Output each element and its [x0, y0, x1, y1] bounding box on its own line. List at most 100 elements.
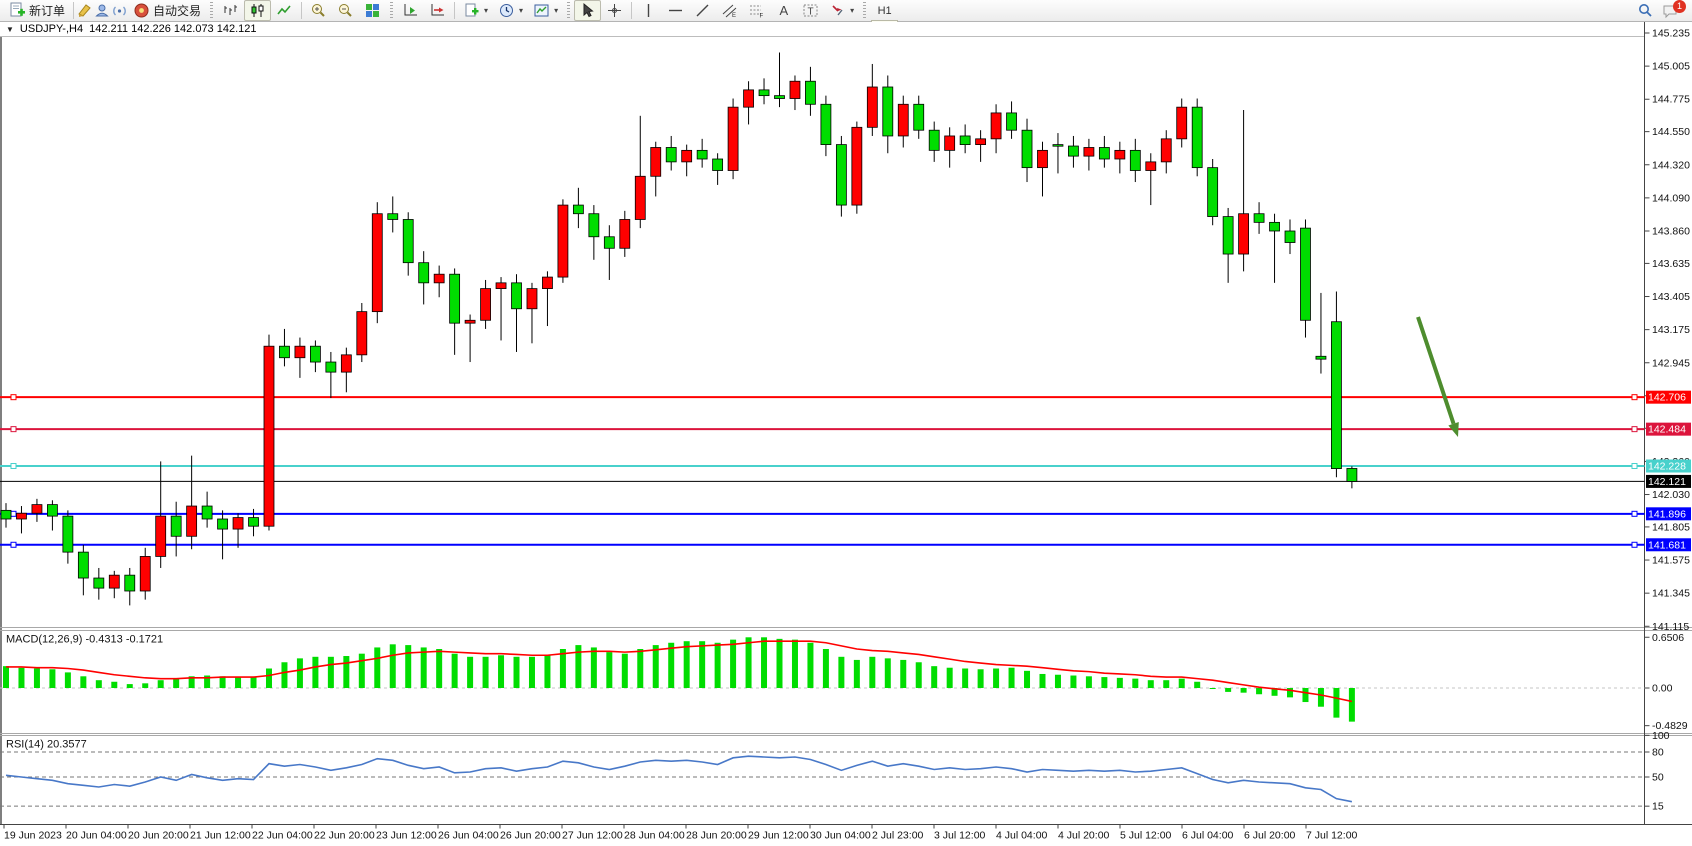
time-tick-label: 3 Jul 12:00 [934, 830, 986, 842]
candle-body [928, 129, 940, 151]
macd-histogram-bar [157, 680, 164, 688]
line-handle[interactable] [1631, 426, 1638, 433]
price-tick-label: 143.405 [1652, 291, 1690, 303]
text-tool-button[interactable]: A [770, 0, 797, 21]
macd-histogram-bar [730, 639, 737, 688]
candle-body [279, 345, 290, 359]
toolbar-grip[interactable] [210, 2, 214, 19]
candle [1098, 135, 1110, 168]
toolbar-grip[interactable] [863, 2, 867, 19]
macd-histogram-bar [993, 668, 1000, 688]
indicators-icon [534, 4, 549, 17]
line-handle[interactable] [1631, 463, 1638, 470]
zoom-in-icon [312, 4, 325, 17]
crosshair-tool-button[interactable] [601, 0, 628, 21]
candle [1083, 138, 1095, 171]
indicators-button[interactable]: ▾ [528, 0, 563, 21]
vertical-line-icon [647, 4, 650, 17]
candle [1114, 141, 1126, 174]
rsi-axis-label: 80 [1652, 747, 1664, 759]
macd-histogram-bar [1054, 674, 1061, 688]
collapse-icon[interactable]: ▼ [6, 24, 14, 34]
profile-icon[interactable] [94, 2, 111, 19]
timeframe-H1[interactable]: H1 [877, 4, 892, 17]
candle-body [1160, 138, 1172, 163]
line-handle[interactable] [10, 510, 17, 517]
channel-tool-button[interactable]: E [716, 0, 743, 21]
toolbar-grip[interactable] [567, 2, 571, 19]
time-tick-label: 19 Jun 2023 [4, 830, 62, 842]
new-order-button[interactable]: 新订单 [4, 0, 70, 21]
candle-body [913, 103, 925, 131]
candle [650, 141, 662, 197]
candle-body [990, 112, 1002, 140]
macd-histogram-bar [1039, 673, 1046, 688]
line-handle[interactable] [1631, 541, 1638, 548]
candle [897, 95, 909, 148]
drawn-arrow[interactable] [1416, 316, 1456, 425]
new-order-icon [10, 2, 25, 17]
price-tick-label: 144.550 [1652, 126, 1690, 138]
line-handle[interactable] [10, 426, 17, 433]
vertical-line-tool-button[interactable] [635, 0, 662, 21]
chart-canvas[interactable]: 145.235 145.005 144.775 144.550 144.320 144.0… [0, 22, 1692, 846]
trendline-tool-button[interactable] [689, 0, 716, 21]
periods-button[interactable]: ▾ [493, 0, 528, 21]
candle [975, 130, 987, 162]
price-tick-label: 145.005 [1652, 61, 1690, 73]
line-handle[interactable] [1631, 510, 1638, 517]
candle [928, 121, 940, 162]
line-handle[interactable] [10, 463, 17, 470]
candle [665, 135, 677, 171]
candle-chart-mode-button[interactable] [244, 0, 272, 21]
arrows-tool-button[interactable]: ▾ [824, 0, 859, 21]
horizontal-line-tool-button[interactable] [662, 0, 689, 21]
signal-icon[interactable] [111, 2, 128, 19]
auto-trading-button[interactable]: 自动交易 [128, 0, 206, 21]
templates-button[interactable]: ▾ [458, 0, 493, 21]
text-label-tool-button[interactable]: T [797, 0, 824, 21]
candle-body [1176, 106, 1188, 140]
ohlc-values: 142.211 142.226 142.073 142.121 [89, 23, 257, 35]
price-badge-label: 142.484 [1648, 424, 1686, 436]
highlighter-icon[interactable] [77, 2, 94, 19]
drawn-arrow-head[interactable] [1448, 421, 1459, 437]
candle [603, 225, 615, 280]
macd-histogram-bar [761, 637, 768, 688]
line-handle[interactable] [10, 394, 17, 401]
zoom-in-button[interactable] [305, 0, 332, 21]
toolbar-grip[interactable] [390, 2, 394, 19]
cursor-tool-button[interactable] [574, 0, 602, 21]
bar-chart-mode-button[interactable] [217, 0, 244, 21]
candle [1315, 292, 1327, 374]
line-handle[interactable] [1631, 394, 1638, 401]
candle [1253, 202, 1265, 234]
chart-window[interactable]: ▼ USDJPY-,H4 142.211 142.226 142.073 142… [0, 22, 1692, 846]
candle-body [77, 551, 89, 579]
line-chart-mode-button[interactable] [271, 0, 298, 21]
macd-histogram-bar [699, 641, 706, 688]
crosshair-icon [608, 4, 622, 17]
candle [495, 277, 507, 341]
line-handle[interactable] [10, 541, 17, 548]
rsi-axis-label: 15 [1652, 801, 1664, 813]
price-tick-label: 143.860 [1652, 226, 1690, 238]
macd-axis-label: 0.6506 [1652, 632, 1684, 644]
chart-shift-button[interactable] [424, 0, 451, 21]
candle [325, 351, 337, 399]
auto-scroll-button[interactable] [397, 0, 424, 21]
notifications-button[interactable]: 1 [1662, 0, 1686, 20]
rsi-label: RSI(14) 20.3577 [6, 739, 87, 751]
zoom-out-button[interactable] [332, 0, 359, 21]
macd-histogram-bar [977, 669, 984, 688]
search-icon[interactable] [1637, 2, 1654, 19]
candle [696, 138, 708, 168]
candle-body [1083, 147, 1095, 157]
candle [820, 95, 832, 157]
tile-windows-button[interactable] [359, 0, 386, 21]
macd-histogram-bar [1070, 675, 1077, 688]
candle-body [371, 213, 383, 313]
candle [789, 75, 801, 111]
candle [0, 503, 12, 528]
fibonacci-tool-button[interactable]: F [743, 0, 770, 21]
